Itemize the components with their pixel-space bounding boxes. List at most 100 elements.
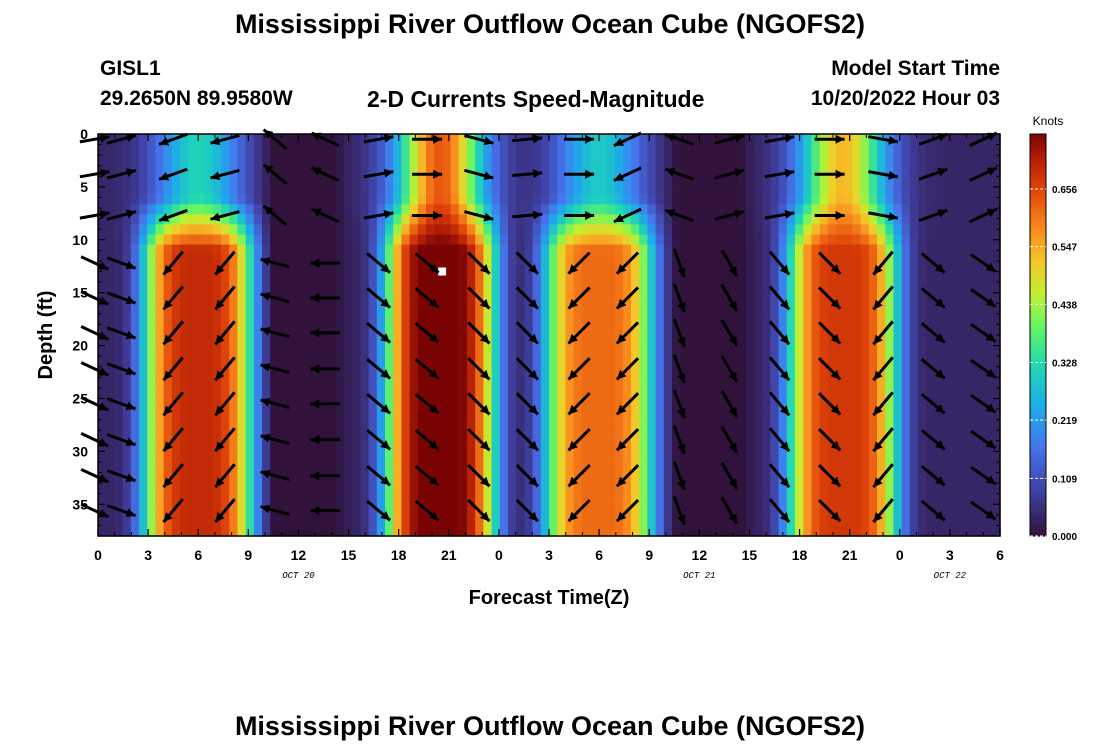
heatmap-cell [237,214,247,226]
heatmap-cell [393,345,402,356]
heatmap-cell [581,254,591,266]
current-vector [260,433,290,446]
heatmap-cell [385,284,394,296]
heatmap-cell [401,284,411,296]
heatmap-cell [98,144,107,155]
heatmap-cell [393,335,402,346]
heatmap-cell [811,425,821,437]
heatmap-cell [106,294,115,306]
colorbar-tick-label: 0.219 [1052,416,1077,427]
heatmap-cell [745,284,755,296]
heatmap-cell [139,244,148,256]
heatmap-cell [171,284,181,296]
heatmap-cell [696,174,706,185]
heatmap-cell [565,505,575,517]
heatmap-cell [508,335,517,346]
heatmap-cell [344,264,353,276]
heatmap-cell [483,294,493,306]
heatmap-cell [278,204,288,215]
heatmap-cell [319,475,329,487]
heatmap-cell [360,164,370,175]
heatmap-cell [434,365,443,376]
heatmap-cell [196,515,206,527]
heatmap-cell [959,385,968,396]
heatmap-cell [122,274,132,286]
heatmap-cell [950,385,960,396]
heatmap-cell [967,224,976,236]
heatmap-cell [245,415,255,427]
heatmap-cell [204,435,214,447]
heatmap-cell [729,284,739,296]
heatmap-cell [926,465,935,477]
heatmap-cell [737,134,747,145]
heatmap-cell [934,515,944,527]
heatmap-cell [803,244,812,256]
heatmap-cell [975,214,985,226]
heatmap-cell [737,314,747,326]
heatmap-cell [754,204,763,215]
heatmap-cell [852,274,862,286]
heatmap-cell [516,294,525,306]
heatmap-cell [114,525,124,537]
heatmap-cell [311,455,320,467]
heatmap-cell [893,224,903,236]
heatmap-cell [508,525,517,537]
heatmap-cell [294,174,304,185]
heatmap-cell [278,405,288,416]
heatmap-cell [352,274,361,286]
heatmap-cell [975,274,985,286]
heatmap-cell [294,385,304,396]
heatmap-cell [278,355,288,366]
station-coordinates: 29.2650N 89.9580W [100,87,293,110]
heatmap-cell [565,154,575,165]
heatmap-cell [385,365,394,376]
current-vector [414,392,440,415]
heatmap-cell [590,324,599,336]
current-vector [162,463,184,489]
heatmap-cell [253,425,263,437]
heatmap-cell [450,385,460,396]
heatmap-cell [467,224,476,236]
heatmap-cell [253,435,263,447]
heatmap-cell [663,485,673,497]
heatmap-cell [491,425,501,437]
heatmap-cell [212,284,222,296]
heatmap-cell [286,294,296,306]
heatmap-cell [516,435,525,447]
heatmap-cell [950,505,960,517]
heatmap-cell [130,314,140,326]
heatmap-cell [139,314,148,326]
heatmap-cell [401,435,411,447]
heatmap-cell [926,485,935,497]
heatmap-cell [376,425,386,437]
heatmap-cell [409,244,419,256]
heatmap-cell [991,495,1001,507]
heatmap-cell [581,475,591,487]
heatmap-cell [450,505,460,517]
heatmap-cell [458,274,468,286]
heatmap-cell [991,465,1001,477]
heatmap-cell [270,204,279,215]
heatmap-cell [811,214,821,226]
current-vector [366,392,392,415]
heatmap-cell [221,335,230,346]
heatmap-cell [147,264,156,276]
heatmap-cell [385,355,394,366]
heatmap-cell [565,254,575,266]
heatmap-cell [606,515,616,527]
heatmap-cell [909,204,919,215]
heatmap-cell [557,304,566,316]
heatmap-cell [212,375,222,386]
heatmap-cell [532,415,542,427]
heatmap-cell [868,204,878,215]
heatmap-cell [352,385,361,396]
heatmap-cell [934,294,944,306]
heatmap-cell [442,134,452,145]
heatmap-cell [467,335,476,346]
heatmap-cell [663,495,673,507]
heatmap-cell [877,324,886,336]
heatmap-cell [598,435,607,447]
heatmap-cell [434,345,443,356]
current-vector [310,506,341,516]
heatmap-cell [327,525,337,537]
